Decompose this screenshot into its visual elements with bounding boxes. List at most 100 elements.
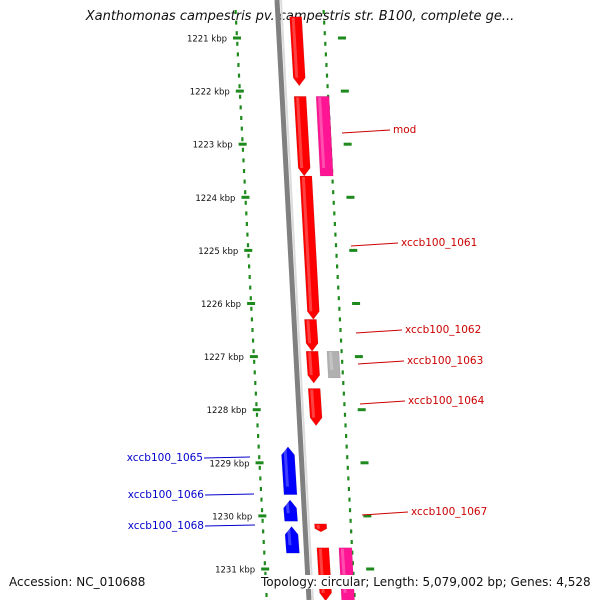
feature-label-xccb100_1064[interactable]: xccb100_1064: [408, 395, 485, 407]
minor-tick-outer: [325, 63, 328, 67]
feature-gene[interactable]: [289, 16, 306, 87]
feature-other[interactable]: [326, 350, 341, 379]
feature-xccb100_1068-gloss: [287, 527, 292, 546]
feature-mod[interactable]: [315, 96, 334, 177]
leader-line: [204, 524, 256, 527]
feature-label-xccb100_1065[interactable]: xccb100_1065: [127, 452, 203, 464]
minor-tick-inner: [262, 540, 265, 544]
ruler-label: 1229 kbp: [209, 459, 249, 469]
minor-tick-outer: [324, 52, 327, 57]
minor-tick-outer: [353, 593, 356, 597]
feature-label-xccb100_1066[interactable]: xccb100_1066: [128, 489, 205, 501]
minor-tick-outer: [343, 402, 346, 407]
minor-tick-outer: [338, 317, 342, 322]
minor-tick-outer: [332, 200, 335, 205]
major-tick-outer: [338, 36, 347, 40]
feature-label-xccb100_1068[interactable]: xccb100_1068: [128, 520, 204, 532]
minor-tick-inner: [248, 264, 251, 269]
leader-line: [203, 456, 251, 459]
minor-tick-outer: [325, 73, 329, 78]
feature-label-xccb100_1063[interactable]: xccb100_1063: [407, 355, 483, 367]
minor-tick-inner: [245, 211, 248, 216]
minor-tick-outer: [334, 243, 338, 248]
minor-tick-outer: [344, 423, 347, 428]
feature-xccb100_1063[interactable]: [305, 350, 321, 384]
minor-tick-inner: [258, 455, 261, 460]
genome-backbone: [274, 0, 312, 600]
map-title: Xanthomonas campestris pv. campestris st…: [85, 9, 515, 24]
feature-gene[interactable]: [293, 96, 311, 177]
feature-xccb100_1068[interactable]: [284, 526, 300, 554]
feature-xccb100_1065[interactable]: [281, 446, 298, 495]
feature-xccb100_1067[interactable]: [314, 523, 328, 533]
minor-tick-inner: [246, 232, 249, 237]
minor-tick-outer: [341, 359, 344, 364]
minor-tick-outer: [346, 455, 349, 460]
feature-label-mod[interactable]: mod: [393, 124, 416, 136]
feature-xccb100_1067-gloss: [316, 524, 320, 529]
minor-tick-outer: [340, 349, 343, 354]
major-tick-outer: [357, 408, 366, 412]
feature-xccb100_1061[interactable]: [299, 175, 320, 320]
minor-tick-inner: [249, 296, 252, 301]
ruler-label: 1224 kbp: [195, 194, 235, 204]
minor-tick-inner: [250, 306, 253, 311]
major-tick-inner: [247, 302, 256, 305]
minor-tick-inner: [240, 116, 243, 120]
minor-tick-inner: [242, 158, 245, 163]
minor-tick-outer: [346, 465, 349, 470]
genome-backbone-highlight: [280, 0, 314, 600]
minor-tick-outer: [351, 561, 354, 566]
feature-xccb100_1062[interactable]: [304, 319, 319, 352]
ruler-label: 1231 kbp: [215, 566, 255, 576]
minor-tick-inner: [263, 550, 266, 555]
major-tick-inner: [255, 461, 264, 465]
minor-tick-outer: [345, 434, 348, 438]
minor-tick-outer: [351, 550, 354, 555]
feature-xccb100_1066[interactable]: [283, 499, 298, 522]
minor-tick-inner: [234, 10, 237, 14]
major-tick-inner: [249, 355, 258, 359]
minor-tick-inner: [251, 338, 255, 343]
minor-tick-inner: [253, 370, 256, 375]
major-tick-outer: [360, 461, 369, 465]
leader-line: [355, 329, 403, 334]
minor-tick-inner: [249, 285, 252, 290]
major-tick-outer: [349, 248, 358, 252]
feature-rna[interactable]: [338, 547, 355, 600]
major-tick-inner: [235, 89, 244, 93]
leader-line: [359, 400, 406, 405]
minor-tick-inner: [259, 487, 263, 491]
minor-tick-outer: [339, 338, 343, 343]
minor-tick-inner: [239, 105, 242, 110]
feature-label-xccb100_1062[interactable]: xccb100_1062: [405, 324, 481, 336]
feature-label-xccb100_1061[interactable]: xccb100_1061: [401, 237, 477, 249]
ruler-label: 1228 kbp: [207, 406, 247, 416]
minor-tick-outer: [332, 190, 335, 195]
minor-tick-outer: [348, 508, 352, 513]
feature-label-xccb100_1067[interactable]: xccb100_1067: [411, 506, 487, 518]
minor-tick-inner: [256, 423, 259, 428]
minor-tick-inner: [236, 41, 239, 46]
feature-xccb100_1064[interactable]: [307, 388, 323, 427]
leader-line: [361, 511, 409, 516]
minor-tick-outer: [326, 84, 329, 89]
minor-tick-inner: [240, 126, 243, 131]
minor-tick-inner: [242, 169, 246, 173]
feature-xccb100_1061-gloss: [301, 177, 313, 312]
feature-mod-gloss: [318, 97, 326, 169]
minor-tick-outer: [335, 253, 338, 258]
major-tick-outer: [354, 355, 363, 359]
feature-xccb100_1066-gloss: [285, 500, 290, 514]
minor-tick-inner: [254, 381, 257, 385]
major-tick-outer: [363, 514, 372, 518]
major-tick-inner: [261, 567, 270, 571]
minor-tick-inner: [239, 94, 242, 99]
minor-tick-outer: [337, 296, 340, 301]
minor-tick-inner: [248, 275, 251, 279]
minor-tick-outer: [350, 540, 353, 544]
leader-line: [204, 493, 255, 496]
minor-tick-inner: [259, 476, 262, 481]
minor-tick-inner: [235, 31, 238, 36]
